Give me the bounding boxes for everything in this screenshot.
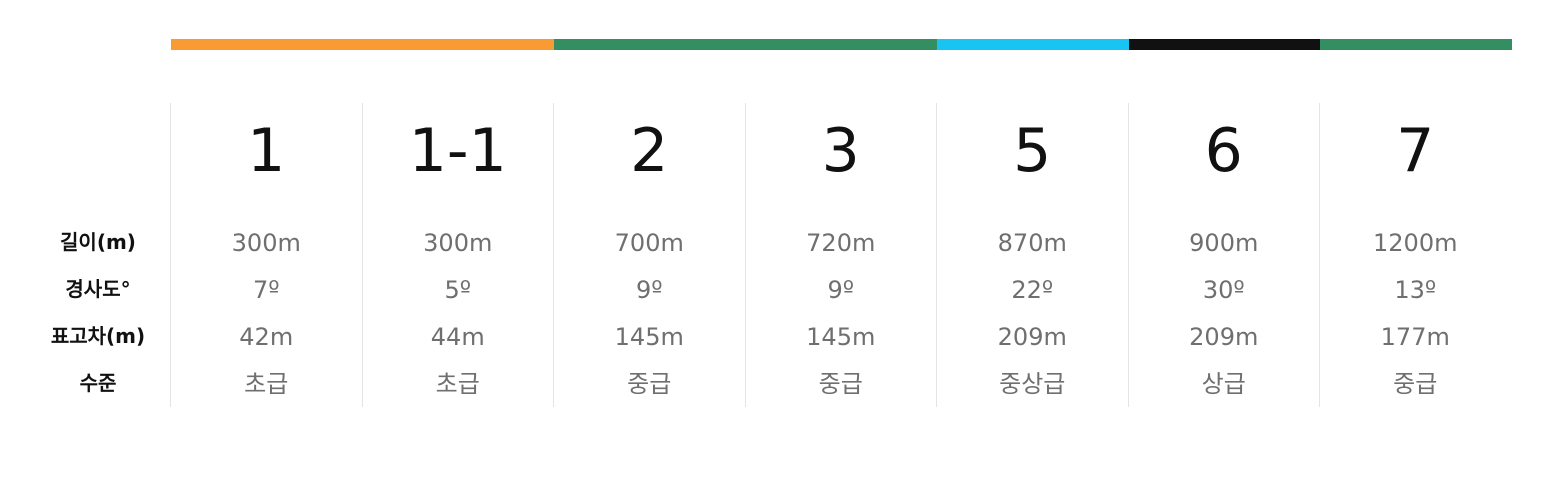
course-slope: 13º: [1394, 276, 1437, 304]
course-level: 중급: [818, 370, 863, 398]
course-level: 중급: [1393, 370, 1438, 398]
course-level: 상급: [1201, 370, 1246, 398]
color-bar-segment-green-2: [1320, 39, 1513, 50]
course-elevation: 42m: [239, 323, 294, 351]
row-label-length: 길이(m): [60, 230, 136, 254]
course-length: 720m: [806, 229, 876, 257]
course-elevation: 145m: [806, 323, 876, 351]
course-elevation: 209m: [1189, 323, 1259, 351]
course-column: 1 300m 7º 42m 초급: [170, 103, 362, 407]
course-slope: 5º: [444, 276, 472, 304]
course-slope: 7º: [252, 276, 280, 304]
slope-spec-table: 길이(m) 경사도° 표고차(m) 수준 1 300m 7º 42m 초급 1-…: [0, 103, 1565, 407]
color-bar-segment-orange: [171, 39, 555, 50]
course-column: 7 1200m 13º 177m 중급: [1319, 103, 1511, 407]
row-label-level: 수준: [79, 371, 117, 395]
course-column: 5 870m 22º 209m 중상급: [936, 103, 1128, 407]
course-length: 900m: [1189, 229, 1259, 257]
course-length: 1200m: [1373, 229, 1458, 257]
course-level: 초급: [435, 370, 480, 398]
course-name: 1: [247, 116, 286, 186]
row-label-slope: 경사도°: [65, 277, 131, 301]
course-level: 중급: [627, 370, 672, 398]
course-name: 1-1: [408, 116, 507, 186]
course-length: 300m: [423, 229, 493, 257]
course-slope: 9º: [827, 276, 855, 304]
color-bar-segment-black: [1128, 39, 1321, 50]
course-length: 870m: [997, 229, 1067, 257]
course-slope: 9º: [635, 276, 663, 304]
course-elevation: 209m: [997, 323, 1067, 351]
course-elevation: 177m: [1380, 323, 1450, 351]
course-name: 7: [1396, 116, 1435, 186]
course-column: 1-1 300m 5º 44m 초급: [361, 103, 554, 407]
row-label-elevation: 표고차(m): [50, 324, 146, 348]
color-bar-segment-skyblue: [937, 39, 1129, 50]
course-name: 3: [821, 116, 860, 186]
course-length: 300m: [231, 229, 301, 257]
course-slope: 30º: [1202, 276, 1245, 304]
course-slope: 22º: [1011, 276, 1054, 304]
course-column: 3 720m 9º 145m 중급: [744, 103, 937, 407]
course-column: 2 700m 9º 145m 중급: [553, 103, 745, 407]
course-column: 6 900m 30º 209m 상급: [1127, 103, 1320, 407]
row-labels: 길이(m) 경사도° 표고차(m) 수준: [0, 103, 170, 407]
course-elevation: 145m: [614, 323, 684, 351]
color-bar-segment-green: [554, 39, 938, 50]
course-name: 6: [1204, 116, 1243, 186]
course-name: 5: [1013, 116, 1052, 186]
course-level: 초급: [244, 370, 289, 398]
course-length: 700m: [614, 229, 684, 257]
course-level: 중상급: [999, 370, 1066, 398]
course-name: 2: [630, 116, 669, 186]
course-color-bar: [171, 39, 1513, 50]
course-elevation: 44m: [430, 323, 485, 351]
